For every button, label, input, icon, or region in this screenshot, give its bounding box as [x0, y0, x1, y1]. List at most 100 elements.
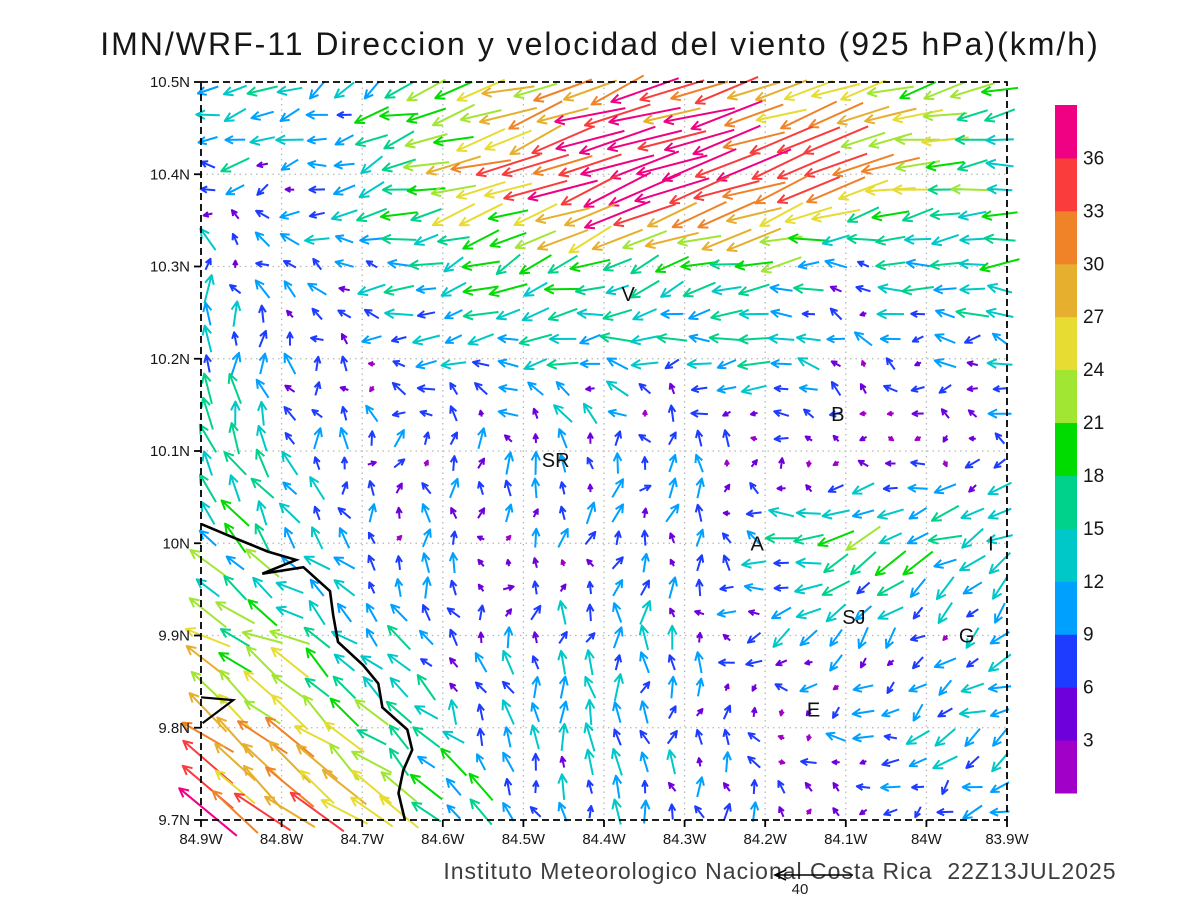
wind-arrow — [929, 259, 961, 271]
wind-arrow — [755, 108, 807, 124]
wind-arrow — [416, 674, 437, 701]
wind-arrow — [987, 408, 1012, 419]
wind-arrow — [605, 284, 630, 296]
wind-arrow — [330, 209, 358, 222]
wind-arrow — [286, 309, 294, 318]
wind-arrow — [379, 210, 418, 222]
wind-arrow — [719, 584, 734, 592]
wind-arrow — [778, 806, 785, 818]
wind-arrow — [230, 400, 241, 426]
wind-arrow — [930, 504, 960, 522]
wind-arrow — [641, 779, 649, 794]
wind-arrow — [217, 693, 253, 731]
wind-arrow — [985, 307, 1014, 319]
wind-arrow — [423, 459, 429, 467]
wind-arrow — [923, 80, 967, 101]
wind-arrow — [413, 233, 439, 246]
wind-arrow — [579, 333, 601, 345]
colorbar-segment — [1055, 475, 1077, 529]
colorbar-label: 18 — [1083, 466, 1104, 487]
wind-arrow — [959, 234, 986, 245]
wind-arrow — [283, 280, 297, 298]
wind-arrow — [389, 677, 409, 698]
wind-arrow — [462, 309, 499, 321]
wind-arrow — [458, 202, 503, 227]
wind-arrow — [406, 185, 446, 196]
wind-arrow — [408, 259, 444, 271]
wind-arrow — [751, 149, 812, 180]
wind-arrow — [381, 158, 417, 173]
wind-arrow — [531, 580, 540, 595]
wind-arrow — [256, 183, 269, 196]
wind-arrow — [237, 720, 288, 755]
wind-arrow — [955, 307, 990, 319]
wind-arrow — [810, 82, 861, 100]
wind-arrow — [501, 680, 515, 694]
wind-arrow — [350, 796, 394, 828]
wind-arrow — [925, 160, 965, 172]
station-label-v: V — [622, 284, 636, 306]
wind-arrow — [284, 527, 296, 549]
wind-arrow — [497, 408, 519, 418]
wind-arrow — [694, 75, 759, 105]
wind-arrow — [738, 283, 770, 297]
wind-arrow — [558, 453, 567, 473]
wind-arrow — [388, 724, 410, 750]
wind-arrow — [855, 783, 871, 791]
wind-arrow — [851, 509, 875, 519]
wind-arrow — [611, 478, 624, 498]
wind-arrow — [487, 209, 529, 223]
wind-arrow — [387, 624, 412, 651]
wind-arrow — [664, 128, 735, 153]
wind-arrow — [532, 508, 539, 518]
wind-arrow — [821, 234, 850, 247]
wind-arrow — [448, 552, 459, 574]
wind-arrow — [776, 175, 841, 204]
wind-arrow — [639, 729, 651, 745]
wind-arrow — [214, 769, 256, 805]
wind-arrow — [276, 85, 303, 96]
wind-arrow — [547, 254, 578, 274]
coastline — [200, 522, 414, 821]
wind-arrow — [214, 742, 257, 782]
wind-arrow — [914, 435, 922, 442]
wind-arrow — [303, 626, 331, 649]
wind-arrow — [585, 385, 595, 393]
wind-arrow — [271, 694, 309, 731]
wind-arrow — [994, 602, 1006, 624]
wind-arrow — [417, 755, 436, 769]
wind-arrow — [852, 683, 874, 693]
wind-arrow — [992, 576, 1008, 600]
wind-arrow — [392, 360, 406, 368]
wind-arrow — [811, 208, 861, 223]
wind-arrow — [606, 357, 629, 371]
wind-arrow — [446, 607, 461, 619]
wind-arrow — [992, 728, 1008, 747]
wind-arrow — [553, 404, 573, 423]
wind-arrow — [406, 78, 446, 102]
wind-arrow — [278, 502, 301, 524]
wind-arrow — [769, 283, 793, 294]
wind-arrow — [968, 435, 976, 442]
wind-arrow — [289, 791, 345, 833]
wind-arrow — [612, 579, 624, 597]
wind-arrow — [695, 528, 705, 547]
wind-arrow — [904, 234, 932, 245]
wind-arrow — [232, 259, 239, 268]
coastline-cape — [200, 696, 237, 724]
wind-arrow — [737, 359, 771, 371]
wind-arrow — [557, 527, 569, 548]
wind-arrow — [255, 378, 270, 399]
wind-arrow — [907, 483, 928, 493]
wind-arrow — [227, 372, 242, 404]
wind-arrow — [938, 679, 953, 696]
wind-arrow — [878, 532, 903, 545]
wind-arrow — [199, 185, 216, 194]
wind-arrow — [992, 385, 1007, 393]
wind-arrow — [695, 429, 704, 447]
wind-arrow — [670, 80, 729, 102]
wind-arrow — [874, 550, 907, 577]
wind-arrow — [726, 227, 782, 252]
wind-arrow — [799, 629, 818, 647]
wind-arrow — [829, 285, 842, 293]
